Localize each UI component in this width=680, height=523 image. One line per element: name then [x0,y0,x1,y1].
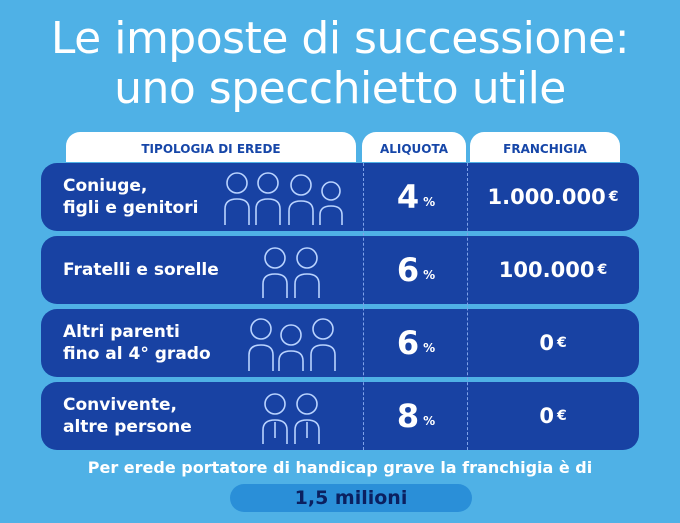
franchise-value: 0 [539,404,554,428]
rate-value: 6 [396,324,420,362]
rate-cell: 4 % [364,163,468,231]
row-label: Altri parenti fino al 4° grado [63,309,273,377]
rate-value: 4 [396,178,420,216]
row-label: Fratelli e sorelle [63,236,273,304]
row-label-line: Fratelli e sorelle [63,260,219,280]
franchise-cell: 0 € [468,382,638,450]
table-row: Convivente, altre persone 8 % 0 € [41,382,639,450]
franchise-value: 0 [539,331,554,355]
rate-unit: % [423,341,436,355]
franchise-cell: 1.000.000 € [468,163,638,231]
row-label: Convivente, altre persone [63,382,273,450]
rate-unit: % [423,268,436,282]
highlight-pill: 1,5 milioni [230,484,472,512]
row-label-line: altre persone [63,417,192,437]
row-label-line: Altri parenti [63,322,180,342]
column-divider [363,163,364,450]
title-line-1: Le imposte di successione: [50,13,630,64]
header-rate: ALIQUOTA [362,132,466,162]
relatives-icon [248,318,336,371]
currency-symbol: € [608,189,619,205]
franchise-cell: 0 € [468,309,638,377]
currency-symbol: € [556,335,567,351]
header-type: TIPOLOGIA DI EREDE [66,132,356,162]
currency-symbol: € [597,262,608,278]
column-divider [467,163,468,450]
rate-value: 6 [396,251,420,289]
row-label-line: Convivente, [63,395,177,415]
row-label-line: figli e genitori [63,198,199,218]
table-row: Altri parenti fino al 4° grado 6 % 0 € [41,309,639,377]
rate-unit: % [423,195,436,209]
franchise-cell: 100.000 € [468,236,638,304]
couple-icon [262,393,320,444]
row-label: Coniuge, figli e genitori [63,163,273,231]
rate-value: 8 [396,397,420,435]
page-title: Le imposte di successione: uno specchiet… [0,14,680,114]
rate-cell: 6 % [364,309,468,377]
footer-note: Per erede portatore di handicap grave la… [87,458,593,477]
row-label-line: Coniuge, [63,176,148,196]
currency-symbol: € [556,408,567,424]
franchise-value: 100.000 [498,258,595,282]
family-four-icon [224,172,343,225]
row-label-line: fino al 4° grado [63,344,211,364]
table-row: Fratelli e sorelle 6 % 100.000 € [41,236,639,304]
title-line-2: uno specchietto utile [114,63,566,114]
rate-cell: 8 % [364,382,468,450]
rate-cell: 6 % [364,236,468,304]
siblings-icon [262,247,320,298]
franchise-value: 1.000.000 [487,185,606,209]
header-franchise: FRANCHIGIA [470,132,620,162]
table-row: Coniuge, figli e genitori 4 % 1.000.000 … [41,163,639,231]
rate-unit: % [423,414,436,428]
